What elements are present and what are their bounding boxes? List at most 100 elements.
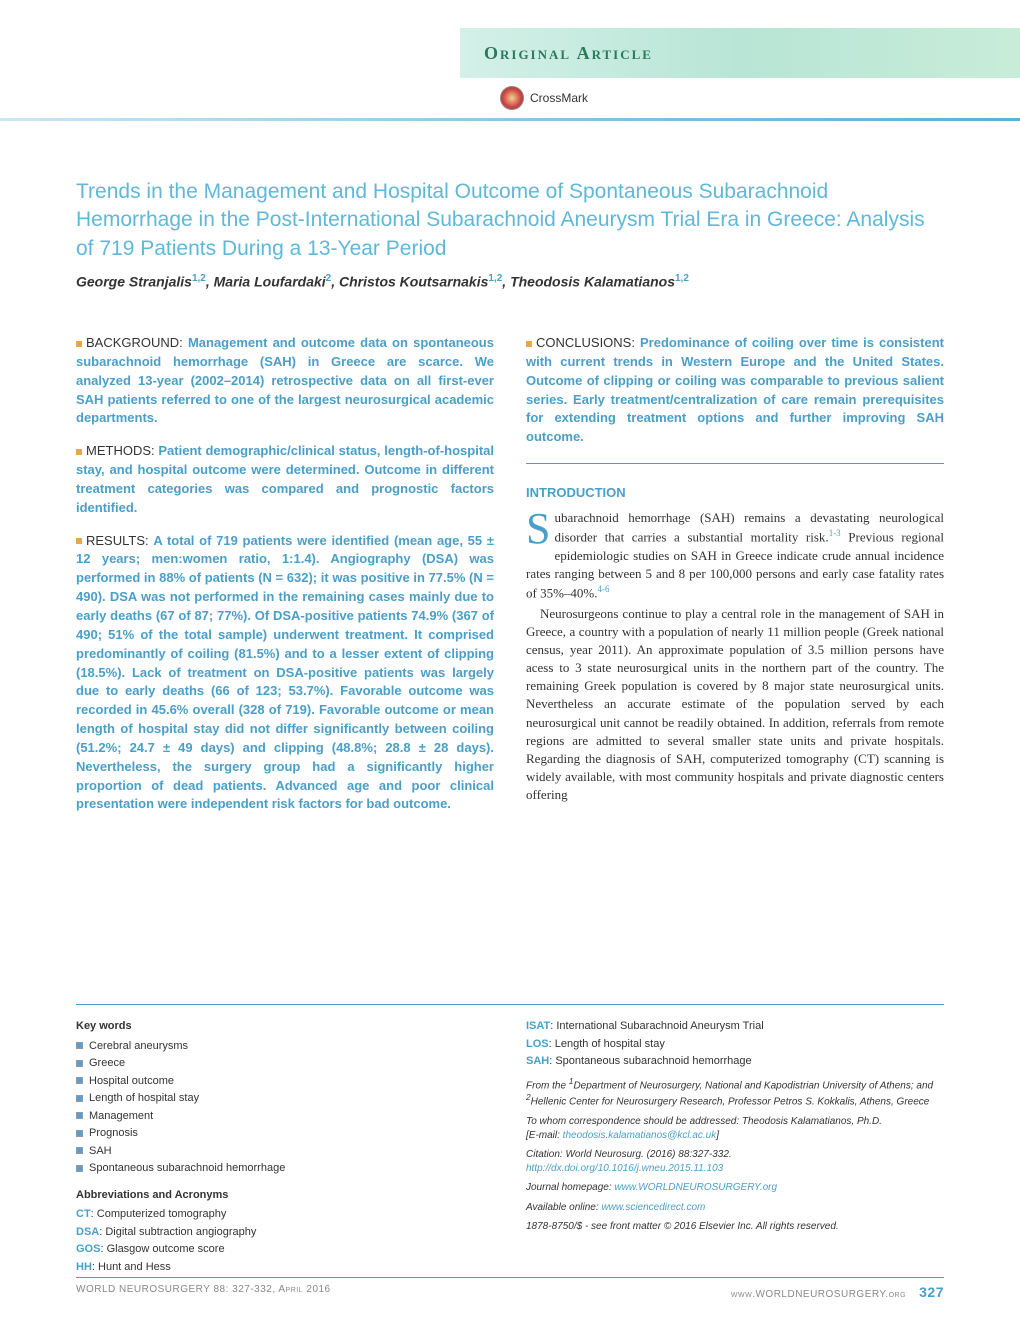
abbreviation-value: : Spontaneous subarachnoid hemorrhage [549,1055,751,1067]
abstract-label: BACKGROUND: [86,335,183,350]
footer-right: www.WORLDNEUROSURGERY.org 327 [731,1284,944,1300]
title-block: Trends in the Management and Hospital Ou… [76,178,944,290]
journal-homepage: Journal homepage: www.WORLDNEUROSURGERY.… [526,1181,944,1195]
crossmark-label: CrossMark [530,91,588,105]
abbreviation-value: : Computerized tomography [91,1208,227,1220]
keyword-bullet-icon [76,1042,83,1049]
keyword-item: Prognosis [76,1125,494,1142]
dropcap: S [526,509,554,547]
abbreviation-key: CT [76,1208,91,1220]
abstract-right-column: CONCLUSIONS: Predominance of coiling ove… [526,334,944,828]
abbreviations-list-left: CT: Computerized tomographyDSA: Digital … [76,1206,494,1275]
sciencedirect-link[interactable]: www.sciencedirect.com [601,1202,705,1213]
abbreviation-value: : Glasgow outcome score [100,1243,224,1255]
keyword-item: Cerebral aneurysms [76,1038,494,1055]
abbreviation-item: ISAT: International Subarachnoid Aneurys… [526,1018,944,1035]
author-affiliation: 1,2 [488,273,502,284]
abbreviation-item: HH: Hunt and Hess [76,1259,494,1276]
doi-link[interactable]: http://dx.doi.org/10.1016/j.wneu.2015.11… [526,1163,723,1174]
bullet-icon [76,538,82,544]
article-title: Trends in the Management and Hospital Ou… [76,178,944,263]
abbreviation-item: GOS: Glasgow outcome score [76,1241,494,1258]
abbreviation-value: : Length of hospital stay [549,1038,665,1050]
keyword-bullet-icon [76,1060,83,1067]
correspondence: To whom correspondence should be address… [526,1115,944,1142]
abbreviation-value: : Hunt and Hess [92,1261,171,1273]
abbreviation-key: LOS [526,1038,549,1050]
header-divider [0,118,1020,121]
introduction-body: Subarachnoid hemorrhage (SAH) remains a … [526,509,944,805]
abstract-text: A total of 719 patients were identified … [76,533,494,812]
citation-ref[interactable]: 4-6 [598,584,610,594]
keyword-bullet-icon [76,1112,83,1119]
keyword-bullet-icon [76,1077,83,1084]
abbreviation-value: : Digital subtraction angiography [99,1226,256,1238]
keyword-text: Prognosis [89,1125,138,1142]
bullet-icon [76,341,82,347]
introduction-heading: INTRODUCTION [526,484,944,503]
keyword-item: SAH [76,1143,494,1160]
abbreviation-key: GOS [76,1243,100,1255]
citation-ref[interactable]: 1-3 [829,528,841,538]
footer-url[interactable]: www.WORLDNEUROSURGERY.org [731,1289,906,1300]
abbreviation-item: SAH: Spontaneous subarachnoid hemorrhage [526,1053,944,1070]
intro-divider [526,463,944,464]
page-footer: WORLD NEUROSURGERY 88: 327-332, April 20… [76,1277,944,1300]
abbreviation-item: LOS: Length of hospital stay [526,1036,944,1053]
page-number: 327 [919,1284,944,1300]
abstract-label: RESULTS: [86,533,149,548]
abbreviations-heading: Abbreviations and Acronyms [76,1187,494,1204]
abbreviation-item: DSA: Digital subtraction angiography [76,1224,494,1241]
keyword-bullet-icon [76,1165,83,1172]
keywords-column: Key words Cerebral aneurysmsGreeceHospit… [76,1018,494,1276]
author: George Stranjalis [76,274,192,290]
keyword-item: Hospital outcome [76,1073,494,1090]
author-affiliation: 2 [326,273,332,284]
affiliations-column: ISAT: International Subarachnoid Aneurys… [526,1018,944,1276]
keyword-bullet-icon [76,1095,83,1102]
citation-text: Citation: World Neurosurg. (2016) 88:327… [526,1148,944,1175]
abbreviation-key: DSA [76,1226,99,1238]
keyword-bullet-icon [76,1130,83,1137]
keyword-item: Management [76,1108,494,1125]
available-online: Available online: www.sciencedirect.com [526,1201,944,1215]
keyword-text: Length of hospital stay [89,1090,199,1107]
abstract-methods: METHODS: Patient demographic/clinical st… [76,442,494,517]
keywords-list: Cerebral aneurysmsGreeceHospital outcome… [76,1038,494,1177]
abbreviation-key: HH [76,1261,92,1273]
abstract-columns: BACKGROUND: Management and outcome data … [76,334,944,828]
abstract-background: BACKGROUND: Management and outcome data … [76,334,494,428]
keyword-text: Greece [89,1055,125,1072]
footer-section-divider [76,1004,944,1005]
author: Theodosis Kalamatianos [510,274,675,290]
keyword-item: Greece [76,1055,494,1072]
copyright-text: 1878-8750/$ - see front matter © 2016 El… [526,1220,944,1234]
homepage-link[interactable]: www.WORLDNEUROSURGERY.org [614,1182,777,1193]
abbreviation-item: CT: Computerized tomography [76,1206,494,1223]
bullet-icon [76,449,82,455]
abstract-left-column: BACKGROUND: Management and outcome data … [76,334,494,828]
abstract-label: METHODS: [86,443,155,458]
abbreviation-value: : International Subarachnoid Aneurysm Tr… [550,1020,763,1032]
crossmark-widget[interactable]: CrossMark [500,86,588,110]
keyword-item: Length of hospital stay [76,1090,494,1107]
crossmark-icon [500,86,524,110]
keyword-text: Management [89,1108,153,1125]
abstract-results: RESULTS: A total of 719 patients were id… [76,532,494,815]
abstract-conclusions: CONCLUSIONS: Predominance of coiling ove… [526,334,944,447]
bullet-icon [526,341,532,347]
keyword-text: SAH [89,1143,112,1160]
article-type-label: Original Article [484,43,653,64]
abbreviations-list-right: ISAT: International Subarachnoid Aneurys… [526,1018,944,1070]
author-affiliation: 1,2 [675,273,689,284]
keyword-text: Hospital outcome [89,1073,174,1090]
affiliations-text: From the 1Department of Neurosurgery, Na… [526,1076,944,1110]
footer-left: WORLD NEUROSURGERY 88: 327-332, April 20… [76,1284,331,1300]
keywords-heading: Key words [76,1018,494,1035]
abstract-text: Predominance of coiling over time is con… [526,335,944,444]
email-link[interactable]: theodosis.kalamatianos@kcl.ac.uk [563,1130,717,1141]
author: Maria Loufardaki [214,274,326,290]
keyword-bullet-icon [76,1147,83,1154]
article-type-banner: Original Article [460,28,1020,78]
keyword-text: Cerebral aneurysms [89,1038,188,1055]
